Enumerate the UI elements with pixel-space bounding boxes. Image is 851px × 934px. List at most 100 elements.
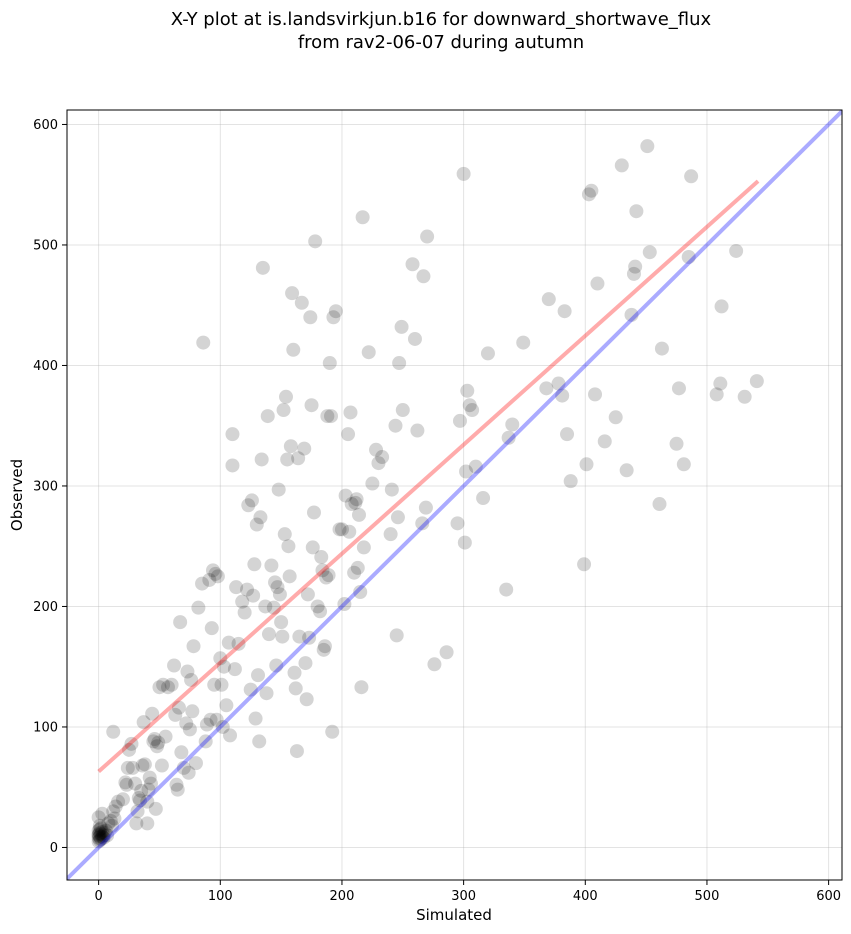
data-point — [626, 266, 641, 281]
data-point — [272, 587, 287, 602]
data-point — [581, 187, 596, 202]
data-point — [392, 356, 407, 371]
data-point — [229, 580, 244, 595]
data-point — [205, 563, 220, 578]
data-point — [108, 799, 123, 814]
data-point — [271, 482, 286, 497]
data-point — [124, 736, 139, 751]
data-point — [375, 450, 390, 465]
data-point — [343, 405, 358, 420]
data-point — [303, 310, 318, 325]
data-point — [100, 828, 115, 843]
fit-lines — [67, 110, 842, 880]
data-point — [560, 427, 575, 442]
data-point — [122, 742, 137, 757]
data-point — [167, 658, 182, 673]
data-point — [152, 680, 167, 695]
data-point — [158, 729, 173, 744]
data-point — [628, 259, 643, 274]
y-tick-label: 0 — [50, 841, 58, 856]
data-point — [92, 822, 107, 837]
data-point — [427, 657, 442, 672]
data-point — [394, 319, 409, 334]
data-point — [131, 791, 146, 806]
data-point — [195, 576, 210, 591]
y-tick-label: 200 — [33, 600, 58, 615]
data-point — [342, 524, 357, 539]
data-point — [107, 811, 122, 826]
data-point — [713, 376, 728, 391]
y-tick-label: 600 — [33, 118, 58, 133]
data-point — [95, 824, 110, 839]
data-point — [420, 229, 435, 244]
data-point — [132, 793, 147, 808]
data-point — [395, 403, 410, 418]
data-point — [213, 651, 228, 666]
grid-lines — [67, 110, 842, 880]
data-point — [669, 436, 684, 451]
data-point — [148, 801, 163, 816]
data-point — [476, 491, 491, 506]
plot-frame — [66, 109, 843, 881]
y-tick-label: 500 — [33, 238, 58, 253]
data-point — [259, 686, 274, 701]
data-point — [353, 585, 368, 600]
data-point — [186, 639, 201, 654]
data-point — [173, 615, 188, 630]
data-point — [334, 522, 349, 537]
data-point — [681, 250, 696, 265]
data-point — [184, 672, 199, 687]
data-point — [198, 734, 213, 749]
data-point — [614, 158, 629, 173]
data-point — [277, 527, 292, 542]
axis-ticks: 0 100 200 300 400 500 600 0 100 200 300 400 500 600 — [33, 118, 841, 904]
data-point — [181, 765, 196, 780]
data-point — [185, 704, 200, 719]
data-point — [671, 381, 686, 396]
data-point — [216, 659, 231, 674]
data-point — [91, 810, 106, 825]
data-point — [280, 452, 295, 467]
data-point — [214, 677, 229, 692]
data-point — [354, 680, 369, 695]
chart-title: X-Y plot at is.landsvirkjun.b16 for down… — [0, 8, 851, 54]
data-point — [462, 398, 477, 413]
data-point — [119, 777, 134, 792]
data-point — [325, 724, 340, 739]
data-point — [405, 257, 420, 272]
data-point — [456, 166, 471, 181]
data-point — [145, 706, 160, 721]
data-point — [563, 474, 578, 489]
data-point — [317, 639, 332, 654]
data-point — [278, 389, 293, 404]
data-point — [684, 169, 699, 184]
data-point — [452, 413, 467, 428]
data-point — [415, 516, 430, 531]
data-point — [91, 834, 106, 849]
data-point — [332, 522, 347, 537]
data-point — [215, 719, 230, 734]
data-point — [371, 456, 386, 471]
data-point — [95, 829, 110, 844]
data-point — [106, 724, 121, 739]
data-point — [356, 540, 371, 555]
identity-line — [67, 110, 842, 880]
data-point — [241, 498, 256, 513]
data-point — [322, 356, 337, 371]
data-point — [298, 656, 313, 671]
data-point — [365, 476, 380, 491]
data-point — [118, 775, 133, 790]
data-point — [253, 510, 268, 525]
data-point — [251, 668, 266, 683]
data-point — [304, 398, 319, 413]
data-point — [223, 728, 238, 743]
data-point — [103, 813, 118, 828]
data-point — [246, 588, 261, 603]
data-point — [101, 816, 116, 831]
data-point — [164, 677, 179, 692]
x-tick-label: 0 — [94, 889, 102, 904]
data-point — [92, 818, 107, 833]
data-point — [188, 756, 203, 771]
data-point — [105, 818, 120, 833]
data-point — [209, 712, 224, 727]
